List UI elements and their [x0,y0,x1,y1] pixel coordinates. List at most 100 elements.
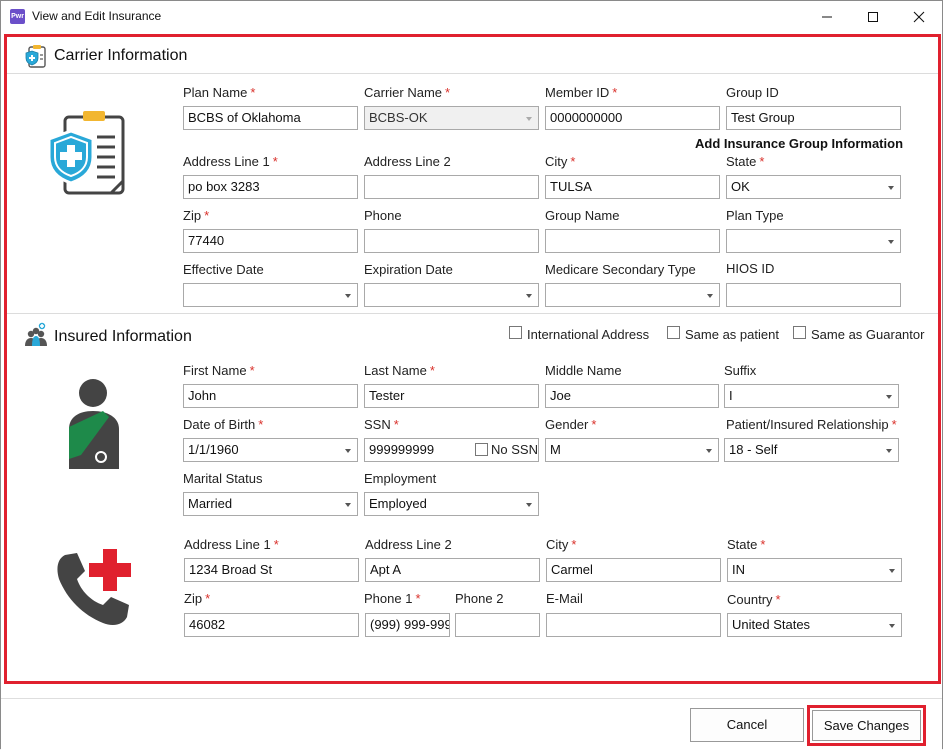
carrier-state-dropdown[interactable]: OK [726,175,901,199]
hios-id-label: HIOS ID [726,261,775,276]
email-field[interactable] [546,613,721,637]
member-id-field[interactable]: 0000000000 [545,106,720,130]
insurance-form: Carrier Information Plan Name * BCBS of O… [4,34,941,684]
suffix-label: Suffix [724,363,757,378]
insured-address1-field[interactable]: 1234 Broad St [184,558,359,582]
no-ssn-checkbox[interactable] [475,443,488,456]
phone2-field[interactable] [455,613,540,637]
cancel-button[interactable]: Cancel [690,708,804,742]
insured-city-field[interactable]: Carmel [546,558,721,582]
injured-person-icon [69,379,119,469]
member-id-label: Member ID * [545,85,618,100]
plan-type-label: Plan Type [726,208,784,223]
same-as-patient-checkbox[interactable] [667,326,680,339]
insured-address2-label: Address Line 2 [365,537,452,552]
gender-label: Gender * [545,417,597,432]
add-insurance-group-link[interactable]: Add Insurance Group Information [695,136,904,151]
marital-status-label: Marital Status [183,471,263,486]
save-button-highlight [807,705,926,746]
carrier-divider [7,73,938,74]
first-name-field[interactable]: John [183,384,358,408]
phone2-label: Phone 2 [455,591,504,606]
plan-type-dropdown[interactable] [726,229,901,253]
first-name-label: First Name * [183,363,255,378]
insured-zip-label: Zip * [184,591,211,606]
last-name-field[interactable]: Tester [364,384,539,408]
carrier-address2-field[interactable] [364,175,539,199]
minimize-button[interactable] [804,1,850,32]
carrier-city-label: City * [545,154,576,169]
carrier-name-label: Carrier Name * [364,85,451,100]
insured-people-icon [25,322,47,346]
save-changes-button[interactable]: Save Changes [812,710,921,741]
section-divider [7,313,938,314]
carrier-city-field[interactable]: TULSA [545,175,720,199]
gender-dropdown[interactable]: M [545,438,719,462]
group-name-field[interactable] [545,229,720,253]
country-dropdown[interactable]: United States [727,613,902,637]
carrier-address1-field[interactable]: po box 3283 [183,175,358,199]
plan-name-field[interactable]: BCBS of Oklahoma [183,106,358,130]
carrier-zip-label: Zip * [183,208,210,223]
phone1-field[interactable]: (999) 999-999 [365,613,450,637]
insured-city-label: City * [546,537,577,552]
same-as-guarantor-checkbox[interactable] [793,326,806,339]
phone1-label: Phone 1 * [364,591,421,606]
carrier-zip-field[interactable]: 77440 [183,229,358,253]
carrier-state-label: State * [726,154,765,169]
carrier-section-title: Carrier Information [54,47,188,64]
carrier-address2-label: Address Line 2 [364,154,451,169]
insured-section-header: Insured Information International Addres… [7,315,938,355]
effective-date-label: Effective Date [183,262,264,277]
app-icon: Pwr [10,9,25,24]
ssn-label: SSN * [364,417,399,432]
relationship-dropdown[interactable]: 18 - Self [724,438,899,462]
close-icon [913,11,925,22]
effective-date-picker[interactable] [183,283,358,307]
phone-medical-icon [57,549,131,625]
medicare-secondary-dropdown[interactable] [545,283,720,307]
employment-dropdown[interactable]: Employed [364,492,539,516]
dob-picker[interactable]: 1/1/1960 [183,438,358,462]
middle-name-field[interactable]: Joe [545,384,719,408]
group-name-label: Group Name [545,208,620,223]
same-as-guarantor-label: Same as Guarantor [811,327,925,342]
carrier-name-dropdown[interactable]: BCBS-OK [364,106,539,130]
insured-section-title: Insured Information [54,328,192,345]
insured-state-dropdown[interactable]: IN [727,558,902,582]
suffix-dropdown[interactable]: I [724,384,899,408]
international-address-checkbox[interactable] [509,326,522,339]
minimize-icon [822,16,832,17]
hios-id-field[interactable] [726,283,901,307]
international-address-label: International Address [527,327,650,342]
expiration-date-picker[interactable] [364,283,539,307]
last-name-label: Last Name * [364,363,435,378]
carrier-phone-field[interactable] [364,229,539,253]
title-bar: Pwr View and Edit Insurance [1,1,942,32]
same-as-patient-label: Same as patient [685,327,779,342]
maximize-icon [868,11,878,22]
maximize-button[interactable] [850,1,896,32]
insured-address2-field[interactable]: Apt A [365,558,540,582]
expiration-date-label: Expiration Date [364,262,453,277]
plan-name-label: Plan Name * [183,85,256,100]
dob-label: Date of Birth * [183,417,264,432]
medicare-secondary-label: Medicare Secondary Type [545,262,696,277]
insured-state-label: State * [727,537,766,552]
country-label: Country * [727,592,781,607]
ssn-field[interactable]: 999999999 [364,438,539,462]
carrier-section-header: Carrier Information [7,37,938,77]
no-ssn-label: No SSN [491,442,538,457]
middle-name-label: Middle Name [545,363,622,378]
carrier-card-icon [25,45,46,68]
relationship-label: Patient/Insured Relationship * [726,417,897,432]
email-label: E-Mail [546,591,583,606]
close-button[interactable] [896,1,942,32]
insured-zip-field[interactable]: 46082 [184,613,359,637]
insured-address1-label: Address Line 1 * [184,537,279,552]
group-id-label: Group ID [726,85,779,100]
marital-status-dropdown[interactable]: Married [183,492,358,516]
group-id-field[interactable]: Test Group [726,106,901,130]
employment-label: Employment [364,471,437,486]
